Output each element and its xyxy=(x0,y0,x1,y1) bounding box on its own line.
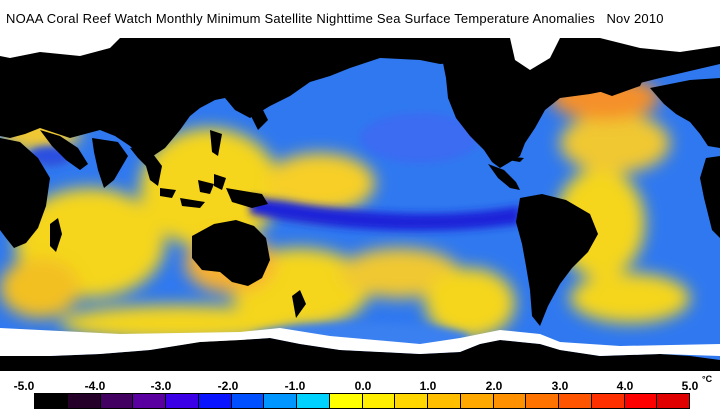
anomaly-south-pacific-central xyxy=(340,248,460,298)
europe xyxy=(650,78,720,148)
central-america xyxy=(488,164,520,190)
legend-swatch xyxy=(428,394,461,408)
legend-tick: -4.0 xyxy=(84,379,106,393)
anomaly-equatorial-cold-tongue xyxy=(250,196,520,231)
arctic-ice-east xyxy=(600,38,720,52)
legend-tick: 4.0 xyxy=(616,379,634,393)
philippines xyxy=(210,130,222,156)
legend-swatch xyxy=(624,394,658,408)
legend-unit: °C xyxy=(702,374,713,384)
legend-swatch xyxy=(35,394,68,408)
legend-swatch xyxy=(591,394,625,408)
anomaly-southeast-pacific xyxy=(425,268,515,338)
anomaly-north-pacific-warm xyxy=(265,153,375,213)
legend-tick: 3.0 xyxy=(551,379,569,393)
sea-ice xyxy=(0,38,720,356)
legend-swatch xyxy=(395,394,428,408)
anomaly-north-atlantic xyxy=(560,113,670,173)
legend-swatch xyxy=(264,394,297,408)
legend-tick: 5.0 xyxy=(681,379,699,393)
new-zealand xyxy=(292,290,306,318)
arabian-peninsula xyxy=(40,130,88,170)
anomaly-north-pacific-cool xyxy=(360,113,480,163)
color-legend: -5.0 -4.0 -3.0 -2.0 -1.0 0.0 1.0 2.0 3.0… xyxy=(0,371,720,411)
legend-swatch xyxy=(657,394,689,408)
greenland xyxy=(570,54,650,96)
map-title: NOAA Coral Reef Watch Monthly Minimum Sa… xyxy=(0,0,720,38)
legend-swatch xyxy=(493,394,527,408)
antarctica xyxy=(0,338,720,371)
legend-tick: -2.0 xyxy=(217,379,239,393)
new-guinea xyxy=(226,188,268,208)
map-svg xyxy=(0,38,720,371)
sst-anomaly-map xyxy=(0,38,720,371)
indochina xyxy=(130,148,162,186)
legend-swatch xyxy=(297,394,330,408)
legend-swatch xyxy=(100,394,134,408)
legend-tick: 2.0 xyxy=(485,379,503,393)
madagascar xyxy=(50,218,62,252)
indian-subcontinent xyxy=(92,138,128,188)
legend-swatch xyxy=(133,394,166,408)
legend-tick: -5.0 xyxy=(13,379,35,393)
indonesia xyxy=(160,174,226,208)
africa-west-coast xyxy=(700,156,720,238)
title-text: NOAA Coral Reef Watch Monthly Minimum Sa… xyxy=(6,11,595,26)
legend-swatch xyxy=(460,394,494,408)
anomaly-southern-atlantic xyxy=(570,273,690,323)
antarctic-sea-ice xyxy=(0,328,720,356)
australia xyxy=(192,220,270,286)
land-masses xyxy=(0,38,720,371)
legend-tick: -3.0 xyxy=(150,379,172,393)
legend-swatch xyxy=(198,394,232,408)
legend-swatch xyxy=(362,394,396,408)
legend-swatch xyxy=(166,394,199,408)
legend-swatch xyxy=(526,394,559,408)
arctic-ice-north-america xyxy=(510,38,560,70)
legend-swatch xyxy=(559,394,592,408)
japan xyxy=(250,108,268,130)
legend-tick: 0.0 xyxy=(354,379,372,393)
north-america xyxy=(440,38,720,168)
legend-colorbar xyxy=(34,393,690,409)
legend-swatch xyxy=(67,394,101,408)
eurasia xyxy=(0,38,720,158)
arctic-ice-west xyxy=(0,38,120,58)
date-label: Nov 2010 xyxy=(606,11,664,26)
cuba xyxy=(506,156,524,162)
africa-east xyxy=(0,138,50,248)
legend-tick: 1.0 xyxy=(419,379,437,393)
south-america xyxy=(516,194,598,326)
legend-swatch xyxy=(231,394,265,408)
anomaly-south-indian xyxy=(0,258,80,318)
legend-swatch xyxy=(329,394,363,408)
legend-tick: -1.0 xyxy=(284,379,306,393)
